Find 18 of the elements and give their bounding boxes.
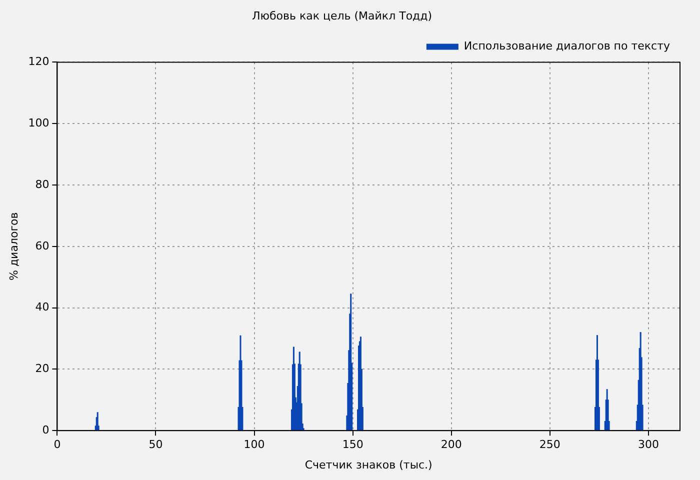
- y-tick-label: 100: [28, 116, 50, 130]
- x-tick-label: 50: [148, 438, 163, 452]
- y-axis-title: % диалогов: [7, 212, 20, 280]
- y-tick-label: 80: [35, 178, 50, 191]
- y-tick-label: 120: [28, 55, 50, 68]
- x-tick-label: 150: [342, 438, 364, 452]
- x-axis-title: Счетчик знаков (тыс.): [304, 458, 432, 472]
- x-tick-label: 0: [54, 438, 61, 452]
- legend-label: Использование диалогов по тексту: [464, 40, 670, 53]
- y-tick-label: 0: [42, 423, 50, 436]
- x-tick-label: 100: [244, 438, 265, 452]
- y-tick-label: 20: [35, 362, 50, 376]
- x-tick-label: 250: [539, 438, 560, 452]
- y-tick-label: 40: [35, 300, 50, 314]
- x-tick-label: 300: [638, 438, 659, 452]
- x-tick-label: 200: [440, 438, 462, 452]
- chart-title: Любовь как цель (Майкл Тодд): [252, 9, 432, 22]
- y-tick-label: 60: [35, 239, 50, 252]
